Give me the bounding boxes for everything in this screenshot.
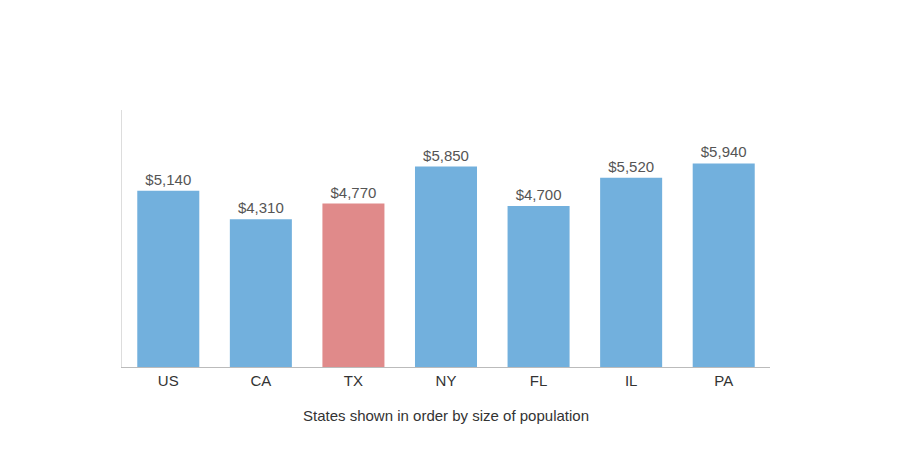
svg-text:TX: TX [344, 372, 363, 389]
svg-text:FL: FL [530, 372, 548, 389]
svg-text:$5,850: $5,850 [423, 147, 469, 164]
svg-text:States shown in order by size: States shown in order by size of populat… [303, 407, 589, 424]
svg-text:$5,520: $5,520 [608, 158, 654, 175]
svg-text:US: US [158, 372, 179, 389]
svg-text:$4,770: $4,770 [330, 184, 376, 201]
svg-text:PA: PA [714, 372, 733, 389]
svg-text:$4,700: $4,700 [516, 186, 562, 203]
svg-text:$5,940: $5,940 [701, 143, 747, 160]
svg-text:NY: NY [436, 372, 457, 389]
svg-text:$4,310: $4,310 [238, 199, 284, 216]
svg-text:IL: IL [625, 372, 638, 389]
svg-text:CA: CA [250, 372, 271, 389]
svg-text:$5,140: $5,140 [145, 171, 191, 188]
